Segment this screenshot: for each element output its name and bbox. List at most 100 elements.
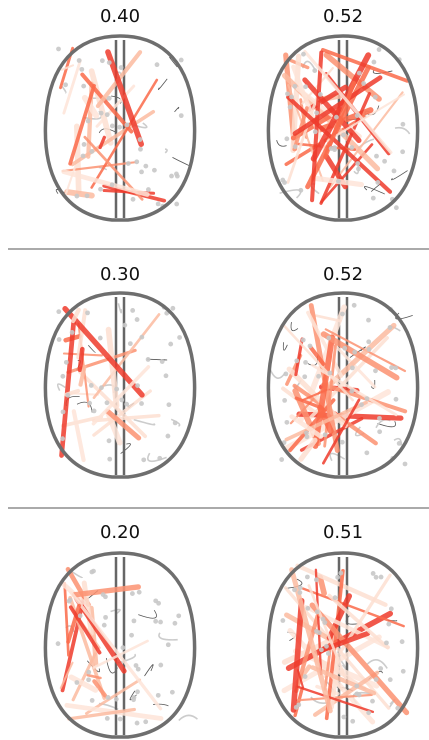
- panel-title: 0.51: [323, 522, 363, 543]
- panel-title: 0.40: [100, 6, 140, 27]
- node: [312, 68, 317, 73]
- node: [361, 81, 366, 86]
- node: [158, 663, 163, 668]
- node: [303, 674, 308, 679]
- node: [100, 58, 105, 63]
- node: [179, 113, 184, 118]
- node: [284, 420, 289, 425]
- node: [107, 457, 112, 462]
- node: [297, 590, 302, 595]
- sulcus: [179, 715, 198, 720]
- node: [153, 598, 158, 603]
- node: [92, 408, 97, 413]
- node: [285, 91, 290, 96]
- node: [168, 342, 173, 347]
- node: [384, 640, 389, 645]
- node: [401, 122, 406, 127]
- node: [107, 96, 112, 101]
- node: [124, 402, 129, 407]
- node: [119, 398, 124, 403]
- node: [356, 167, 361, 172]
- node: [107, 60, 112, 65]
- node: [128, 341, 133, 346]
- node: [118, 717, 123, 722]
- node: [90, 698, 95, 703]
- node: [103, 594, 108, 599]
- node: [318, 92, 323, 97]
- node: [170, 306, 175, 311]
- node: [164, 373, 169, 378]
- node: [294, 705, 299, 710]
- node: [63, 82, 68, 87]
- node: [114, 387, 119, 392]
- node: [304, 431, 309, 436]
- node: [305, 575, 310, 580]
- node: [139, 401, 144, 406]
- node: [326, 651, 331, 656]
- node: [382, 159, 387, 164]
- node: [56, 641, 61, 646]
- node: [89, 383, 94, 388]
- figure: 0.400.520.300.520.200.51: [0, 0, 429, 740]
- node: [138, 147, 143, 152]
- node: [176, 613, 181, 618]
- node: [86, 670, 91, 675]
- node: [292, 84, 297, 89]
- node: [323, 432, 328, 437]
- node: [308, 344, 313, 349]
- node: [328, 371, 333, 376]
- node: [87, 401, 92, 406]
- node: [174, 172, 179, 177]
- node: [137, 590, 142, 595]
- node: [389, 606, 394, 611]
- node: [134, 159, 139, 164]
- node: [146, 187, 151, 192]
- node: [366, 318, 371, 323]
- node: [284, 136, 289, 141]
- node: [377, 429, 382, 434]
- node: [314, 629, 319, 634]
- node: [81, 154, 86, 159]
- node: [372, 60, 377, 65]
- brain-panel: [268, 293, 417, 477]
- node: [158, 620, 163, 625]
- node: [143, 164, 148, 169]
- node: [173, 621, 178, 626]
- node: [292, 587, 297, 592]
- node: [366, 710, 371, 715]
- node: [392, 169, 397, 174]
- brain-panel: [268, 36, 417, 220]
- node: [67, 599, 72, 604]
- node: [139, 169, 144, 174]
- node: [125, 123, 130, 128]
- node: [377, 416, 382, 421]
- node: [85, 310, 90, 315]
- node: [157, 456, 162, 461]
- node: [105, 400, 110, 405]
- node: [70, 330, 75, 335]
- node: [341, 715, 346, 720]
- node: [324, 644, 329, 649]
- panels: 0.400.520.300.520.200.51: [45, 6, 417, 737]
- node: [364, 450, 369, 455]
- node: [56, 47, 61, 52]
- node: [340, 440, 345, 445]
- panel-title: 0.20: [100, 522, 140, 543]
- node: [99, 111, 104, 116]
- node: [64, 360, 69, 365]
- node: [141, 457, 146, 462]
- node: [106, 695, 111, 700]
- node: [282, 398, 287, 403]
- node: [143, 719, 148, 724]
- node: [393, 365, 398, 370]
- node: [91, 569, 96, 574]
- node: [280, 618, 285, 623]
- node: [117, 125, 122, 130]
- node: [56, 309, 61, 314]
- node: [129, 633, 134, 638]
- node: [81, 84, 86, 89]
- node: [288, 105, 293, 110]
- node: [169, 174, 174, 179]
- node: [110, 182, 115, 187]
- node: [89, 149, 94, 154]
